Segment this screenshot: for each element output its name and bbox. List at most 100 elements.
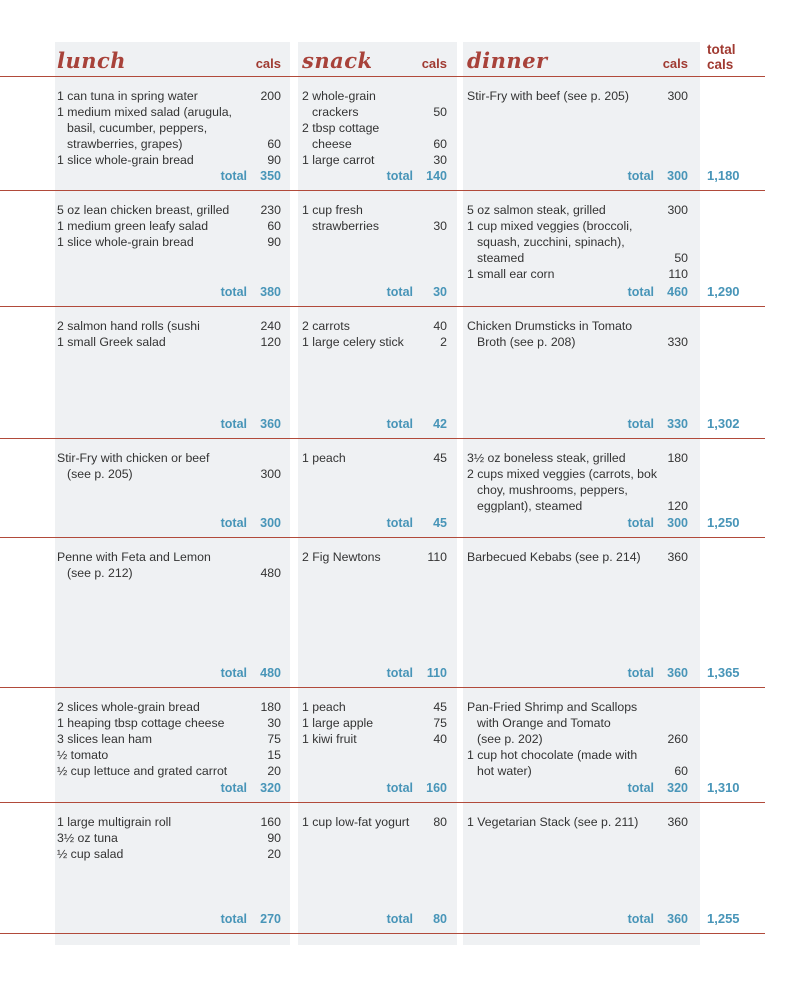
meal-item-text: Stir-Fry with beef (see p. 205)	[467, 89, 629, 103]
dinner-cell: 5 oz salmon steak, grilled 300 1 cup mix…	[463, 191, 700, 306]
total-value: 45	[433, 516, 447, 530]
meal-item-text: 5 oz salmon steak, grilled	[467, 203, 606, 217]
total-value: 380	[260, 285, 281, 299]
meal-item-cals: 45	[433, 451, 447, 465]
dinner-cell: Chicken Drumsticks in Tomato Broth (see …	[463, 307, 700, 438]
snack-total: total 45	[302, 515, 447, 537]
lunch-total: total 380	[57, 284, 281, 306]
meal-item-cals: 60	[674, 764, 688, 778]
meal-item: 2 salmon hand rolls (sushi 240	[57, 318, 281, 334]
left-margin-spacer	[0, 688, 55, 802]
meal-item-text: 1 kiwi fruit	[302, 732, 357, 746]
meal-item-text: Stir-Fry with chicken or beef (see p. 20…	[57, 451, 210, 481]
snack-cell: 1 cup low-fat yogurt 80 total 80	[298, 803, 457, 933]
day-row: 2 slices whole-grain bread 180 1 heaping…	[0, 688, 765, 803]
day-total-cals: 1,250	[707, 515, 740, 530]
meal-item-text: 1 large carrot	[302, 153, 375, 167]
column-gap	[290, 191, 298, 306]
day-total-cell: 1,180	[700, 77, 765, 190]
day-total-cals: 1,302	[707, 416, 740, 431]
meal-item-cals: 110	[668, 267, 688, 281]
lunch-items: Penne with Feta and Lemon (see p. 212) 4…	[57, 549, 281, 581]
total-label: total	[220, 285, 247, 299]
snack-total: total 42	[302, 416, 447, 438]
total-value: 360	[667, 666, 688, 680]
meal-item-cals: 180	[667, 451, 688, 465]
snack-items: 1 cup low-fat yogurt 80	[302, 814, 447, 830]
meal-item-cals: 120	[260, 335, 281, 349]
total-value: 460	[667, 285, 688, 299]
lunch-items: 2 salmon hand rolls (sushi 240 1 small G…	[57, 318, 281, 350]
meal-item-text: 1 peach	[302, 451, 346, 465]
meal-item-cals: 300	[667, 203, 688, 217]
meal-item-cals: 75	[433, 716, 447, 730]
meal-item-text: 1 small Greek salad	[57, 335, 166, 349]
lunch-cell: Penne with Feta and Lemon (see p. 212) 4…	[55, 538, 290, 687]
meal-item-text: 1 cup low-fat yogurt	[302, 815, 410, 829]
snack-header-cell: snack cals	[298, 42, 457, 76]
meal-item-cals: 20	[267, 764, 281, 778]
meal-item: 1 cup hot chocolate (made with hot water…	[467, 747, 688, 779]
lunch-cell: 1 large multigrain roll 160 3½ oz tuna 9…	[55, 803, 290, 933]
meal-item: 1 large carrot 30	[302, 152, 447, 168]
dinner-items: Pan-Fried Shrimp and Scallops with Orang…	[467, 699, 688, 779]
meal-item: 1 Vegetarian Stack (see p. 211) 360	[467, 814, 688, 830]
meal-item-cals: 60	[433, 137, 447, 151]
left-margin-spacer	[0, 77, 55, 190]
snack-items: 2 whole-grain crackers 50 2 tbsp cottage…	[302, 88, 447, 168]
meal-item-cals: 2	[440, 335, 447, 349]
total-value: 300	[667, 516, 688, 530]
snack-items: 1 cup fresh strawberries 30	[302, 202, 447, 234]
meal-item: 3½ oz tuna 90	[57, 830, 281, 846]
meal-item-text: 1 medium green leafy salad	[57, 219, 209, 233]
column-header-lunch: lunch	[57, 48, 127, 73]
meal-item: 1 cup fresh strawberries 30	[302, 202, 447, 234]
meal-item-cals: 90	[267, 153, 281, 167]
total-label: total	[220, 781, 247, 795]
column-header-dinner: dinner	[467, 48, 548, 73]
lunch-total: total 320	[57, 780, 281, 802]
lunch-cell: 2 salmon hand rolls (sushi 240 1 small G…	[55, 307, 290, 438]
day-row: Penne with Feta and Lemon (see p. 212) 4…	[0, 538, 765, 688]
meal-item-text: 1 large celery stick	[302, 335, 404, 349]
column-gap	[290, 688, 298, 802]
meal-item-text: 1 large multigrain roll	[57, 815, 172, 829]
meal-item: 1 medium mixed salad (arugula, basil, cu…	[57, 104, 281, 152]
column-header-lunch-cals: cals	[255, 56, 281, 71]
meal-item-cals: 90	[267, 831, 281, 845]
lunch-total: total 270	[57, 911, 281, 933]
meal-item-cals: 15	[267, 748, 281, 762]
meal-item-text: 2 whole-grain crackers	[302, 89, 376, 119]
meal-item-text: 2 tbsp cottage cheese	[302, 121, 380, 151]
meal-item: 1 heaping tbsp cottage cheese 30	[57, 715, 281, 731]
meal-item-text: 5 oz lean chicken breast, grilled	[57, 203, 230, 217]
total-value: 320	[260, 781, 281, 795]
total-label: total	[386, 169, 413, 183]
meal-item-cals: 200	[260, 89, 281, 103]
snack-cell: 1 cup fresh strawberries 30 total 30	[298, 191, 457, 306]
lunch-total: total 360	[57, 416, 281, 438]
meal-item-text: 1 small ear corn	[467, 267, 555, 281]
meal-item: 2 Fig Newtons 110	[302, 549, 447, 565]
day-row: 5 oz lean chicken breast, grilled 230 1 …	[0, 191, 765, 307]
left-margin-spacer	[0, 803, 55, 933]
meal-item-text: ½ cup salad	[57, 847, 124, 861]
snack-total: total 140	[302, 168, 447, 190]
meal-item-text: 3½ oz boneless steak, grilled	[467, 451, 626, 465]
meal-item: Stir-Fry with beef (see p. 205) 300	[467, 88, 688, 104]
column-header-dinner-cals: cals	[662, 56, 688, 71]
total-label: total	[386, 417, 413, 431]
dinner-total: total 320	[467, 780, 688, 802]
lunch-items: 1 can tuna in spring water 200 1 medium …	[57, 88, 281, 168]
meal-item-cals: 30	[433, 219, 447, 233]
total-value: 160	[426, 781, 447, 795]
meal-item: 1 slice whole-grain bread 90	[57, 152, 281, 168]
day-row: Stir-Fry with chicken or beef (see p. 20…	[0, 439, 765, 538]
meal-item-text: 1 slice whole-grain bread	[57, 235, 194, 249]
total-value: 330	[667, 417, 688, 431]
meal-item: 2 cups mixed veggies (carrots, bok choy,…	[467, 466, 688, 514]
meal-item-text: 2 carrots	[302, 319, 350, 333]
meal-item: Pan-Fried Shrimp and Scallops with Orang…	[467, 699, 688, 747]
meal-item: 1 small Greek salad 120	[57, 334, 281, 350]
meal-item: 1 small ear corn 110	[467, 266, 688, 282]
